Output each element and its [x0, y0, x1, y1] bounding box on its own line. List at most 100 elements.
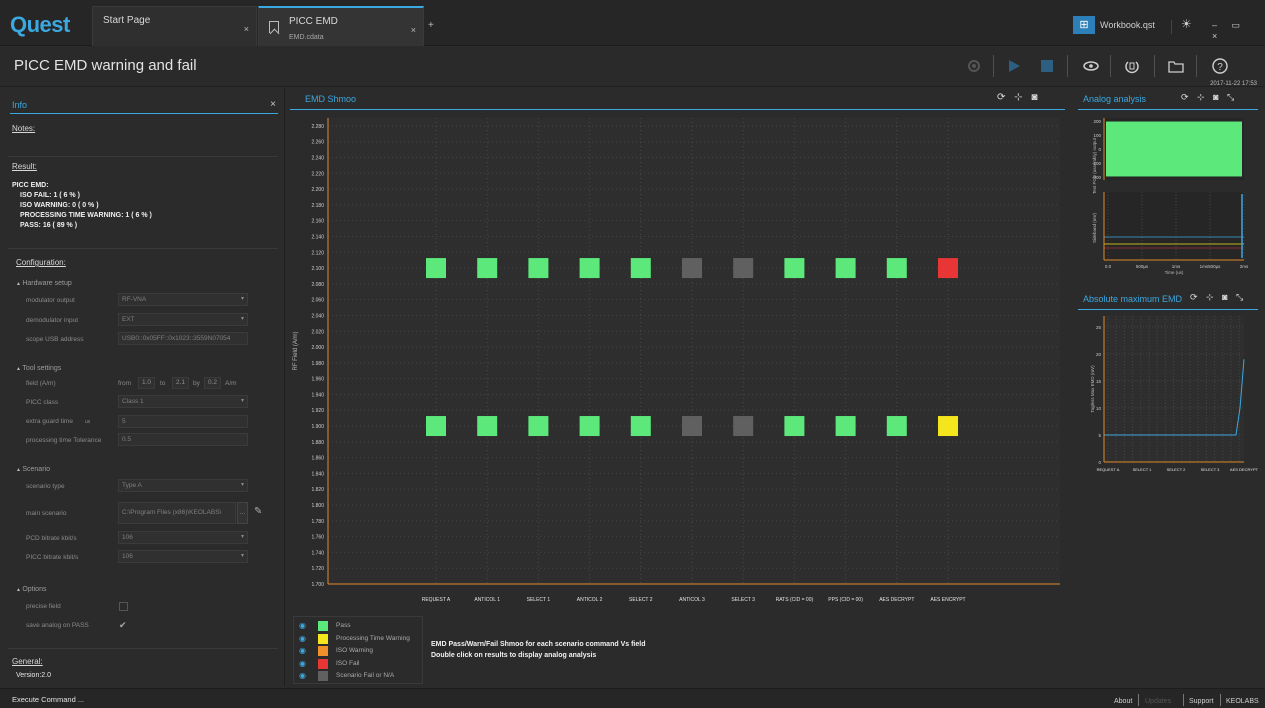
- shmoo-cell[interactable]: [579, 258, 600, 279]
- shmoo-cell[interactable]: [886, 258, 907, 279]
- eye-icon[interactable]: ◉: [299, 658, 306, 668]
- updates-link[interactable]: Updates: [1145, 698, 1172, 705]
- x-tick-label: REQUEST A: [1097, 467, 1120, 472]
- y-tick-label: 1.980: [311, 361, 324, 367]
- options-group[interactable]: Options: [16, 586, 46, 593]
- browse-button[interactable]: …: [237, 502, 248, 524]
- legend-item[interactable]: ◉ Scenario Fail or N/A: [294, 670, 422, 682]
- main-scenario-field[interactable]: C:\Program Files (x86)\KEOLABS\: [118, 502, 236, 524]
- y-tick-label: 1.760: [311, 535, 324, 541]
- window-controls[interactable]: – ▭ ×: [1212, 20, 1247, 41]
- absmax-header-icons[interactable]: ⟳ ⊹ ◙ ⤡: [1190, 292, 1247, 302]
- save-analog-checkbox[interactable]: ✔: [119, 620, 127, 630]
- status-separator: [1183, 694, 1184, 706]
- general-label: General:: [12, 657, 43, 666]
- picc-class-select[interactable]: Class 1 ▾: [118, 395, 248, 408]
- close-icon[interactable]: ×: [270, 99, 276, 110]
- y-tick-label: 2.020: [311, 329, 324, 335]
- by-input[interactable]: 0.2: [204, 377, 221, 389]
- x-tick-label: SELECT 1: [1133, 467, 1153, 472]
- add-tab-button[interactable]: +: [428, 20, 434, 31]
- legend-item[interactable]: ◉ Processing Time Warning: [294, 633, 422, 645]
- rotate-icon[interactable]: [1123, 57, 1141, 75]
- eye-icon[interactable]: [1082, 57, 1100, 75]
- scenario-type-select[interactable]: Type A ▾: [118, 479, 248, 492]
- y-axis-label: Tagless Max EMD (mV): [1090, 365, 1095, 413]
- shmoo-cell[interactable]: [835, 258, 856, 279]
- to-input[interactable]: 2.1: [172, 377, 189, 389]
- y-tick-label: 0: [1098, 147, 1101, 152]
- scenario-group[interactable]: Scenario: [16, 466, 50, 473]
- shmoo-cell[interactable]: [938, 416, 958, 437]
- shmoo-cell[interactable]: [733, 416, 754, 437]
- brightness-icon[interactable]: ☀: [1181, 17, 1192, 31]
- keolabs-link[interactable]: KEOLABS: [1226, 698, 1259, 705]
- shmoo-cell[interactable]: [784, 416, 805, 437]
- scope-address-field[interactable]: USB0::0x05FF::0x1023::3559N07054: [118, 332, 248, 345]
- shmoo-cell[interactable]: [528, 416, 549, 437]
- absmax-header: Absolute maximum EMD ⟳ ⊹ ◙ ⤡: [1078, 288, 1258, 310]
- x-tick-label: 0.0: [1105, 264, 1112, 269]
- processing-tolerance-input[interactable]: 0.5: [118, 433, 248, 446]
- y-tick-label: 2.280: [311, 124, 324, 130]
- picc-bitrate-select[interactable]: 106 ▾: [118, 550, 248, 563]
- tab-start-page[interactable]: Start Page ×: [92, 6, 257, 46]
- pcd-bitrate-select[interactable]: 106 ▾: [118, 531, 248, 544]
- hardware-setup-group[interactable]: Hardware setup: [16, 280, 71, 287]
- y-axis-label: Test PCD (assembly) output: [1092, 137, 1097, 194]
- eye-icon[interactable]: ◉: [299, 646, 306, 655]
- shmoo-cell[interactable]: [835, 416, 856, 437]
- y-axis-label: RF Field (A/m): [293, 331, 299, 370]
- x-tick-label: AES ENCRYPT: [930, 597, 965, 603]
- legend-label: ISO Fail: [336, 659, 360, 667]
- shmoo-cell[interactable]: [579, 416, 600, 437]
- close-icon[interactable]: ×: [243, 24, 249, 34]
- tab-picc-emd[interactable]: PICC EMD EMD.cdata ×: [258, 6, 424, 46]
- from-input[interactable]: 1.0: [138, 377, 155, 389]
- demodulator-select[interactable]: EXT ▾: [118, 313, 248, 326]
- settings-icon[interactable]: [965, 57, 983, 75]
- tool-settings-group[interactable]: Tool settings: [16, 365, 61, 372]
- legend-item[interactable]: ◉ ISO Fail: [294, 658, 422, 670]
- field-label: field (A/m): [26, 380, 56, 387]
- title-bar: PICC EMD warning and fail ? 2017-11-22 1…: [0, 47, 1265, 87]
- eye-icon[interactable]: ◉: [299, 671, 306, 680]
- play-icon[interactable]: [1005, 57, 1023, 75]
- refresh-fit-camera-icons[interactable]: ⟳ ⊹ ◙: [997, 92, 1041, 103]
- shmoo-cell[interactable]: [938, 258, 958, 279]
- shmoo-chart[interactable]: 2.280 2.260 2.240 2.220 2.200 2.180 2.160 2.140…: [290, 112, 1065, 612]
- precise-field-checkbox[interactable]: [119, 602, 128, 611]
- shmoo-cell[interactable]: [682, 416, 702, 437]
- stop-icon[interactable]: [1038, 57, 1056, 75]
- workbook-icon[interactable]: ⊞: [1073, 16, 1095, 34]
- shmoo-cell[interactable]: [682, 258, 702, 279]
- support-link[interactable]: Support: [1189, 698, 1214, 705]
- shmoo-cell[interactable]: [630, 416, 651, 437]
- legend-item[interactable]: ◉ ISO Warning: [294, 645, 422, 657]
- y-tick-label: 1.960: [311, 377, 324, 383]
- shmoo-cell[interactable]: [733, 258, 754, 279]
- shmoo-cell[interactable]: [528, 258, 549, 279]
- extra-guard-input[interactable]: 5: [118, 415, 248, 428]
- shmoo-cell[interactable]: [477, 416, 498, 437]
- shmoo-cell[interactable]: [630, 258, 651, 279]
- edit-icon[interactable]: ✎: [254, 506, 263, 517]
- y-tick-label: 1.780: [311, 519, 324, 525]
- help-icon[interactable]: ?: [1211, 57, 1229, 75]
- shmoo-cell[interactable]: [886, 416, 907, 437]
- shmoo-cell[interactable]: [426, 416, 446, 437]
- about-link[interactable]: About: [1114, 698, 1133, 705]
- workbook-name[interactable]: Workbook.qst: [1100, 20, 1172, 34]
- folder-icon[interactable]: [1167, 57, 1185, 75]
- modulator-select[interactable]: RF-VNA ▾: [118, 293, 248, 306]
- close-icon[interactable]: ×: [410, 25, 416, 35]
- extra-guard-label: extra guard time: [26, 418, 73, 425]
- shmoo-cell[interactable]: [477, 258, 498, 279]
- eye-icon[interactable]: ◉: [299, 633, 306, 643]
- legend-item[interactable]: ◉ Pass: [294, 620, 422, 632]
- shmoo-cell[interactable]: [784, 258, 805, 279]
- shmoo-cell[interactable]: [426, 258, 446, 279]
- analog-header-icons[interactable]: ⟳ ⊹ ◙ ⤡: [1181, 92, 1238, 102]
- eye-icon[interactable]: ◉: [299, 621, 306, 630]
